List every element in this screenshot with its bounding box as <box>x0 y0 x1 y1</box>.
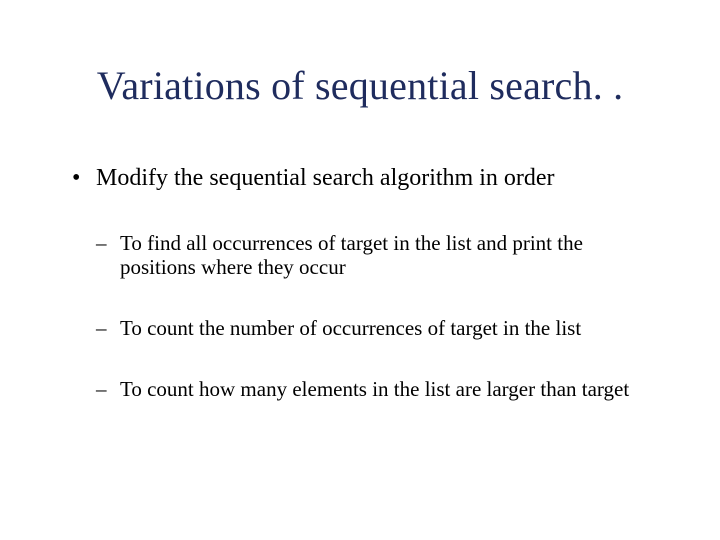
sub-bullet-item: – To find all occurrences of target in t… <box>96 231 660 281</box>
sub-bullet-item: – To count the number of occurrences of … <box>96 316 660 341</box>
sub-bullet-text: To find all occurrences of target in the… <box>120 231 583 280</box>
bullet-level-1: • Modify the sequential search algorithm… <box>72 165 660 193</box>
slide: Variations of sequential search. . • Mod… <box>0 0 720 540</box>
bullet-dot-icon: • <box>72 165 80 193</box>
sub-bullet-item: – To count how many elements in the list… <box>96 377 660 402</box>
dash-icon: – <box>96 377 107 402</box>
sub-bullet-text: To count the number of occurrences of ta… <box>120 316 581 340</box>
slide-title: Variations of sequential search. . <box>0 62 720 109</box>
dash-icon: – <box>96 231 107 256</box>
sub-bullet-text: To count how many elements in the list a… <box>120 377 629 401</box>
sub-bullet-group: – To find all occurrences of target in t… <box>96 231 660 402</box>
bullet-level-1-text: Modify the sequential search algorithm i… <box>96 165 555 191</box>
slide-body: • Modify the sequential search algorithm… <box>72 165 660 438</box>
dash-icon: – <box>96 316 107 341</box>
